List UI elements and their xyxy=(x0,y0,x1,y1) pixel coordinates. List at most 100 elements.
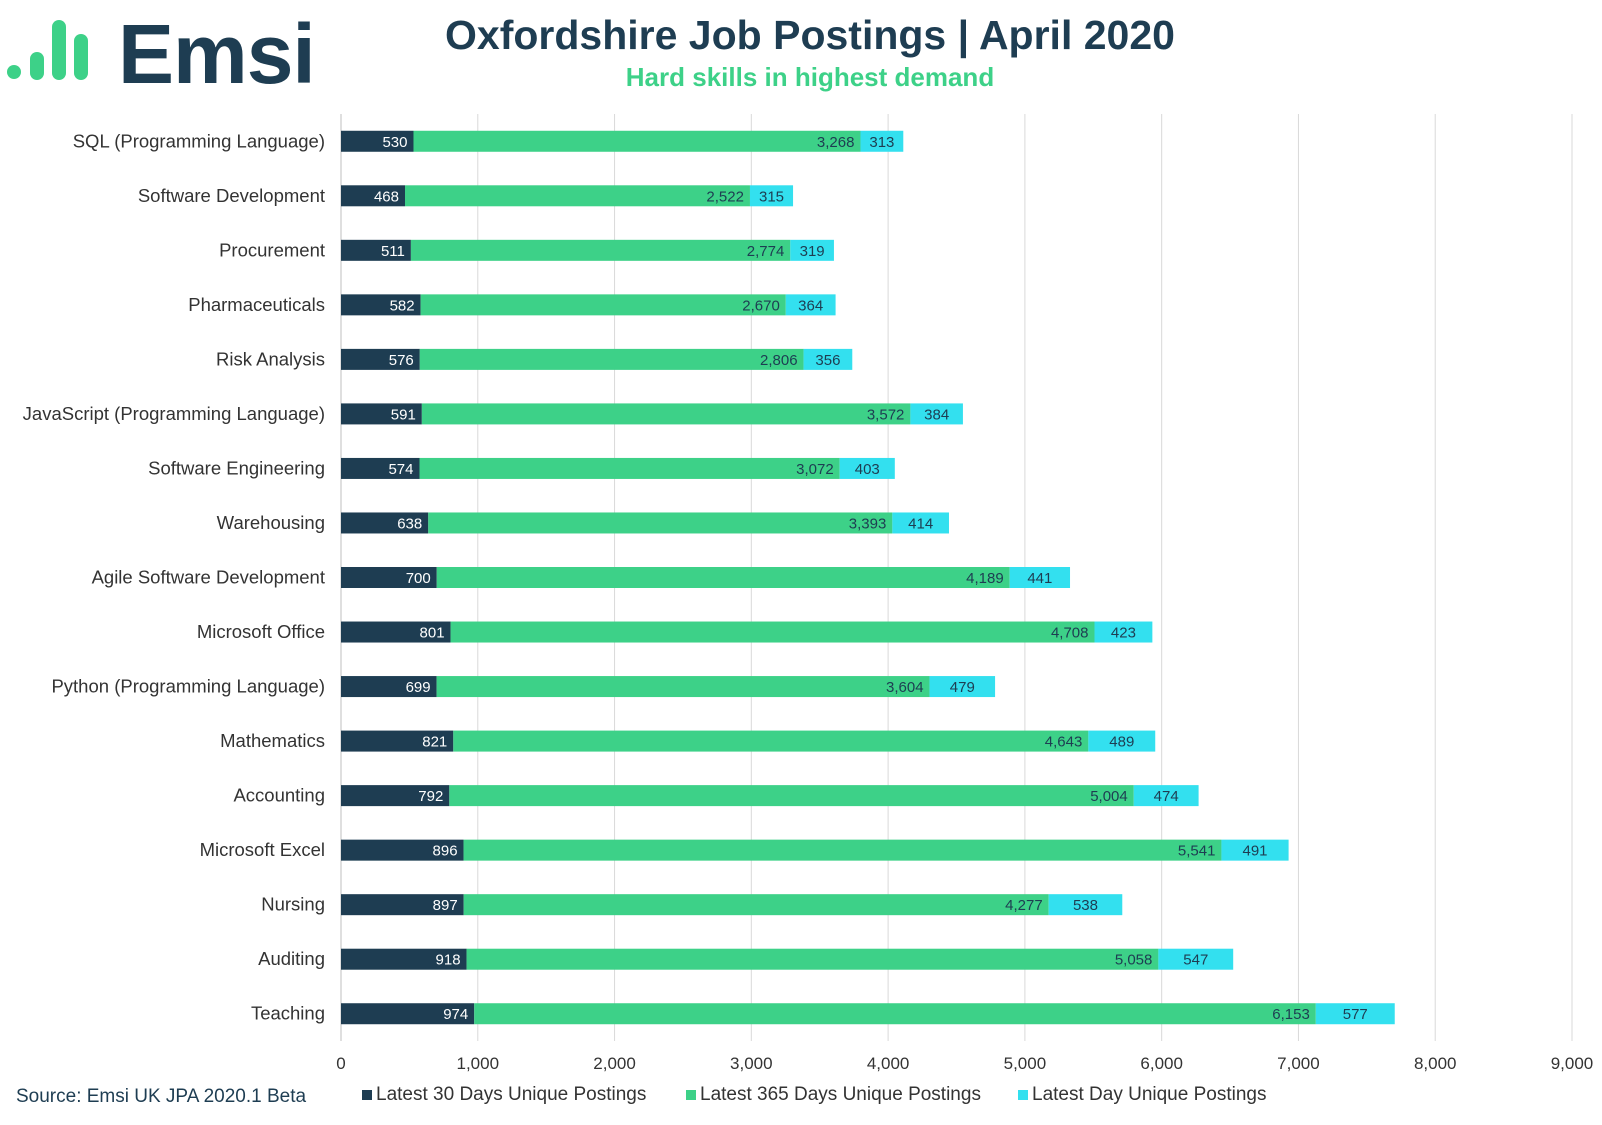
bar-segment xyxy=(1158,948,1234,970)
data-label: 313 xyxy=(869,134,894,151)
bar-segment xyxy=(420,294,786,316)
data-label: 638 xyxy=(397,515,422,532)
legend-item-365-days: Latest 365 Days Unique Postings xyxy=(686,1084,981,1106)
data-label: 918 xyxy=(436,952,461,969)
category-label: Pharmaceuticals xyxy=(188,294,325,315)
bar-segment xyxy=(341,894,464,916)
legend-item-latest-day: Latest Day Unique Postings xyxy=(1018,1084,1266,1106)
x-tick-label: 4,000 xyxy=(867,1054,910,1073)
category-label: Accounting xyxy=(233,785,325,806)
data-label: 700 xyxy=(406,570,431,587)
data-label: 3,268 xyxy=(817,134,855,151)
data-label: 3,393 xyxy=(849,515,887,532)
x-tick-label: 9,000 xyxy=(1551,1054,1594,1073)
category-label: Software Engineering xyxy=(148,457,325,478)
data-label: 511 xyxy=(381,243,405,260)
bar-segment xyxy=(450,621,1095,643)
data-label: 2,774 xyxy=(747,243,785,260)
category-label: Microsoft Office xyxy=(197,621,325,642)
data-label: 538 xyxy=(1073,897,1098,914)
bar-segment xyxy=(1088,730,1156,752)
bar-segment xyxy=(1315,1003,1395,1025)
bar-segment xyxy=(1133,785,1199,807)
category-label: Teaching xyxy=(251,1003,325,1024)
data-label: 2,670 xyxy=(742,297,780,314)
bar-segment xyxy=(341,457,420,479)
bar-segment xyxy=(341,348,420,370)
bar-segment xyxy=(410,239,791,261)
data-label: 5,541 xyxy=(1178,843,1216,860)
data-label: 792 xyxy=(418,788,443,805)
x-tick-label: 2,000 xyxy=(593,1054,636,1073)
category-label: JavaScript (Programming Language) xyxy=(23,403,325,424)
bar-segment xyxy=(839,457,895,479)
bar-segment xyxy=(421,403,911,425)
category-label: Agile Software Development xyxy=(92,567,325,588)
category-label: Software Development xyxy=(138,185,325,206)
bar-segment xyxy=(910,403,963,425)
data-label: 5,058 xyxy=(1115,952,1153,969)
chart-title: Oxfordshire Job Postings | April 2020 xyxy=(445,12,1175,58)
data-label: 423 xyxy=(1111,625,1136,642)
bar-segment xyxy=(341,785,450,807)
bar-segment xyxy=(341,185,406,207)
chart-subtitle: Hard skills in highest demand xyxy=(625,62,995,92)
x-tick-label: 6,000 xyxy=(1140,1054,1183,1073)
legend-item-30-days: Latest 30 Days Unique Postings xyxy=(362,1084,646,1106)
bar-segment xyxy=(790,239,834,261)
data-label: 491 xyxy=(1243,843,1268,860)
bar-segment xyxy=(341,621,451,643)
bar-segment xyxy=(419,348,804,370)
emsi-logo: Emsi xyxy=(4,7,316,101)
data-label: 974 xyxy=(443,1006,468,1023)
source-note: Source: Emsi UK JPA 2020.1 Beta xyxy=(16,1086,307,1107)
bar-segment xyxy=(428,512,893,534)
bar-segment xyxy=(341,567,437,588)
data-label: 530 xyxy=(382,134,407,151)
data-label: 441 xyxy=(1027,570,1052,587)
data-label: 3,072 xyxy=(796,461,834,478)
data-label: 474 xyxy=(1154,788,1179,805)
bar-segment xyxy=(405,185,750,207)
legend-label-30-days: Latest 30 Days Unique Postings xyxy=(376,1084,647,1105)
bar-segment xyxy=(341,403,422,425)
data-label: 3,572 xyxy=(867,406,905,423)
bar-segment xyxy=(419,457,840,479)
legend-swatch-latest-day xyxy=(1018,1090,1028,1100)
bar-segment xyxy=(413,130,861,152)
bar-segment xyxy=(341,730,454,752)
category-label: Procurement xyxy=(219,239,325,260)
data-label: 479 xyxy=(950,679,975,696)
bar-segment xyxy=(453,730,1089,752)
data-label: 315 xyxy=(759,188,784,205)
data-label: 821 xyxy=(422,734,447,751)
data-label: 3,604 xyxy=(886,679,924,696)
x-tick-label: 7,000 xyxy=(1277,1054,1320,1073)
bar-segment xyxy=(341,130,414,152)
category-label: Warehousing xyxy=(217,512,325,533)
data-label: 801 xyxy=(420,625,445,642)
category-label: Microsoft Excel xyxy=(200,839,325,860)
data-label: 4,643 xyxy=(1045,734,1083,751)
data-label: 547 xyxy=(1183,952,1208,969)
category-label: Nursing xyxy=(261,894,325,915)
bar-segment xyxy=(436,567,1010,588)
data-label: 489 xyxy=(1109,734,1134,751)
bar-segment xyxy=(341,676,437,698)
bar-segment xyxy=(1048,894,1123,916)
data-label: 4,277 xyxy=(1005,897,1043,914)
bar-segment xyxy=(341,839,464,861)
x-tick-label: 0 xyxy=(336,1054,345,1073)
bar-segment xyxy=(1009,567,1071,588)
x-tick-label: 3,000 xyxy=(730,1054,773,1073)
bar-segment xyxy=(1221,839,1289,861)
category-label: Auditing xyxy=(258,948,325,969)
data-label: 896 xyxy=(433,843,458,860)
category-label: Risk Analysis xyxy=(216,348,325,369)
bar-segment xyxy=(341,294,421,316)
legend-label-365-days: Latest 365 Days Unique Postings xyxy=(700,1084,981,1105)
category-label: Mathematics xyxy=(220,730,325,751)
bar-segment xyxy=(436,676,930,698)
bar-segment xyxy=(341,239,411,261)
bar-segment xyxy=(749,185,794,207)
